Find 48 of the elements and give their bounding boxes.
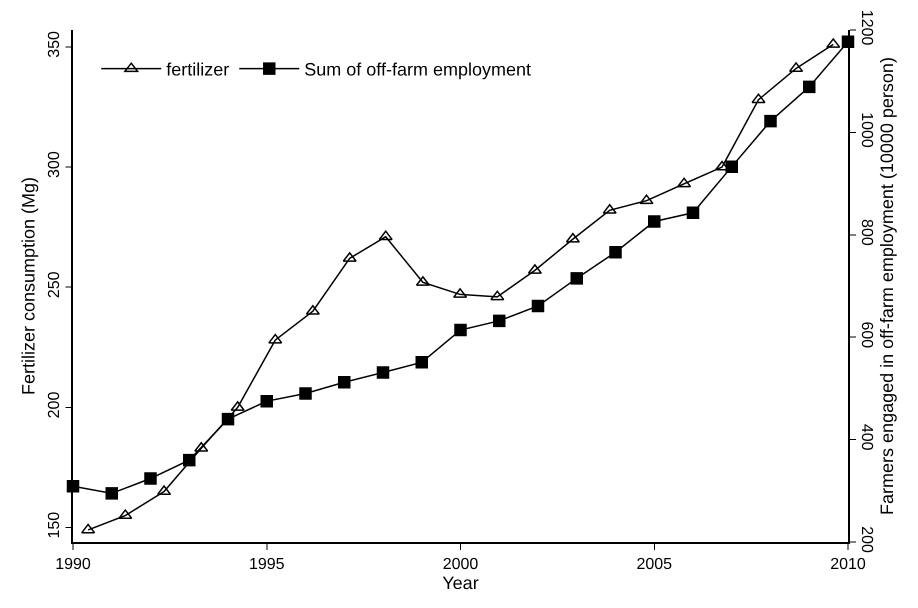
point: [686, 206, 700, 220]
point: [803, 80, 816, 94]
point: [566, 232, 580, 243]
point: [726, 160, 738, 173]
point: [751, 93, 766, 104]
point: [144, 472, 157, 485]
y-tick-label: 300: [46, 151, 63, 178]
x-tick-label: 1995: [248, 556, 285, 573]
point: [306, 304, 320, 315]
y2-tick-label: 400: [858, 424, 876, 451]
y-tick-label: 350: [46, 30, 63, 58]
point: [106, 487, 118, 500]
y2-tick-label: 600: [858, 321, 876, 348]
point: [648, 215, 660, 228]
x-tick-label: 2005: [636, 556, 672, 573]
point: [609, 246, 622, 258]
point: [338, 376, 350, 389]
point: [454, 324, 467, 336]
y2-tick-label: 800: [858, 219, 876, 246]
point: [639, 194, 654, 204]
point: [493, 314, 506, 328]
y-tick-label: 250: [46, 271, 63, 298]
y2-tick-label: 200: [858, 526, 876, 554]
point: [378, 230, 393, 240]
point: [299, 387, 312, 400]
point: [764, 114, 777, 128]
x-tick-label: 1990: [55, 556, 91, 573]
point: [118, 509, 132, 520]
point: [268, 334, 282, 344]
legend-label: Sum of off-farm employment: [304, 60, 532, 80]
point: [532, 300, 544, 312]
legend-label: fertilizer: [166, 60, 230, 80]
y2-tick-label: 1200: [858, 10, 876, 46]
point: [222, 412, 234, 426]
y-axis-title: Fertilizer consumption (Mg): [18, 176, 39, 396]
x-axis-title: Year: [442, 572, 479, 593]
point: [376, 366, 390, 379]
point: [260, 394, 273, 408]
point: [416, 356, 428, 369]
y-tick-label: 150: [46, 512, 63, 539]
y2-axis-title: Farmers engaged in off-farm employment (10000 person): [876, 57, 897, 515]
x-tick-label: 2000: [442, 556, 478, 573]
point: [183, 454, 196, 466]
y2-tick-label: 1000: [858, 112, 876, 148]
x-tick-label: 2010: [830, 556, 866, 573]
point: [156, 485, 172, 496]
point: [570, 272, 583, 285]
y-tick-label: 200: [46, 392, 63, 418]
